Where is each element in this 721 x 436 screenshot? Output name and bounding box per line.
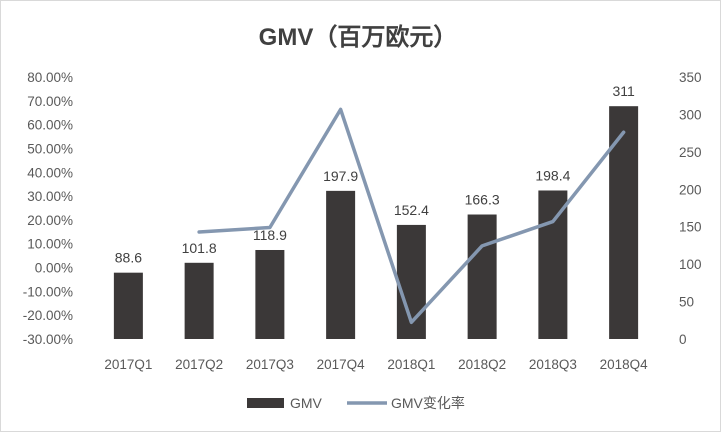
x-axis-tick-label: 2018Q1 — [387, 357, 435, 372]
left-axis-tick-label: 30.00% — [27, 189, 73, 204]
legend-swatch-gmv — [247, 398, 284, 408]
right-axis-tick-label: 100 — [679, 257, 702, 272]
left-axis-tick-label: 20.00% — [27, 213, 73, 228]
left-axis: -30.00% -20.00% -10.00% 0.00% 10.00% 20.00% 30… — [23, 70, 73, 347]
left-axis-tick-label: 10.00% — [27, 237, 73, 252]
left-axis-tick-label: 0.00% — [35, 261, 73, 276]
right-axis: 0 50 100 150 200 250 300 350 — [679, 70, 702, 347]
left-axis-tick-label: 50.00% — [27, 141, 73, 156]
left-axis-tick-label: -10.00% — [23, 284, 73, 299]
right-axis-tick-label: 50 — [679, 295, 694, 310]
x-axis-tick-label: 2017Q1 — [104, 357, 152, 372]
bar — [114, 273, 143, 339]
bar-data-label: 166.3 — [465, 192, 500, 208]
x-axis-tick-label: 2017Q4 — [317, 357, 366, 372]
legend: GMV GMV变化率 — [247, 395, 465, 411]
legend-label-gmv-change: GMV变化率 — [391, 395, 465, 411]
x-axis-tick-label: 2018Q2 — [458, 357, 506, 372]
x-axis-tick-label: 2018Q3 — [529, 357, 577, 372]
x-axis-tick-label: 2018Q4 — [600, 357, 649, 372]
right-axis-tick-label: 250 — [679, 145, 702, 160]
right-axis-tick-label: 200 — [679, 182, 702, 197]
bar — [538, 190, 567, 339]
right-axis-tick-label: 0 — [679, 332, 687, 347]
bar-data-label: 88.6 — [115, 250, 142, 266]
right-axis-tick-label: 300 — [679, 107, 702, 122]
right-axis-tick-label: 150 — [679, 220, 702, 235]
x-axis-tick-label: 2017Q2 — [175, 357, 223, 372]
bar-data-label: 311 — [612, 83, 635, 99]
bar-data-label: 152.4 — [394, 202, 429, 218]
chart-title: GMV（百万欧元） — [259, 23, 458, 51]
bar — [326, 191, 355, 339]
left-axis-tick-label: -30.00% — [23, 332, 73, 347]
bar-data-label: 101.8 — [182, 240, 217, 256]
bar-series — [114, 106, 638, 339]
left-axis-tick-label: 70.00% — [27, 94, 73, 109]
bar-data-label: 197.9 — [323, 168, 358, 184]
bar — [255, 250, 284, 339]
bar — [609, 106, 638, 339]
legend-label-gmv: GMV — [290, 395, 323, 411]
bar-data-label: 198.4 — [535, 167, 570, 183]
x-axis: 2017Q1 2017Q2 2017Q3 2017Q4 2018Q1 2018Q2 2018… — [104, 357, 648, 372]
left-axis-tick-label: 80.00% — [27, 70, 73, 85]
left-axis-tick-label: -20.00% — [23, 308, 73, 323]
x-axis-tick-label: 2017Q3 — [246, 357, 294, 372]
bar — [468, 215, 497, 339]
left-axis-tick-label: 40.00% — [27, 165, 73, 180]
right-axis-tick-label: 350 — [679, 70, 702, 85]
left-axis-tick-label: 60.00% — [27, 118, 73, 133]
bar — [185, 263, 214, 339]
